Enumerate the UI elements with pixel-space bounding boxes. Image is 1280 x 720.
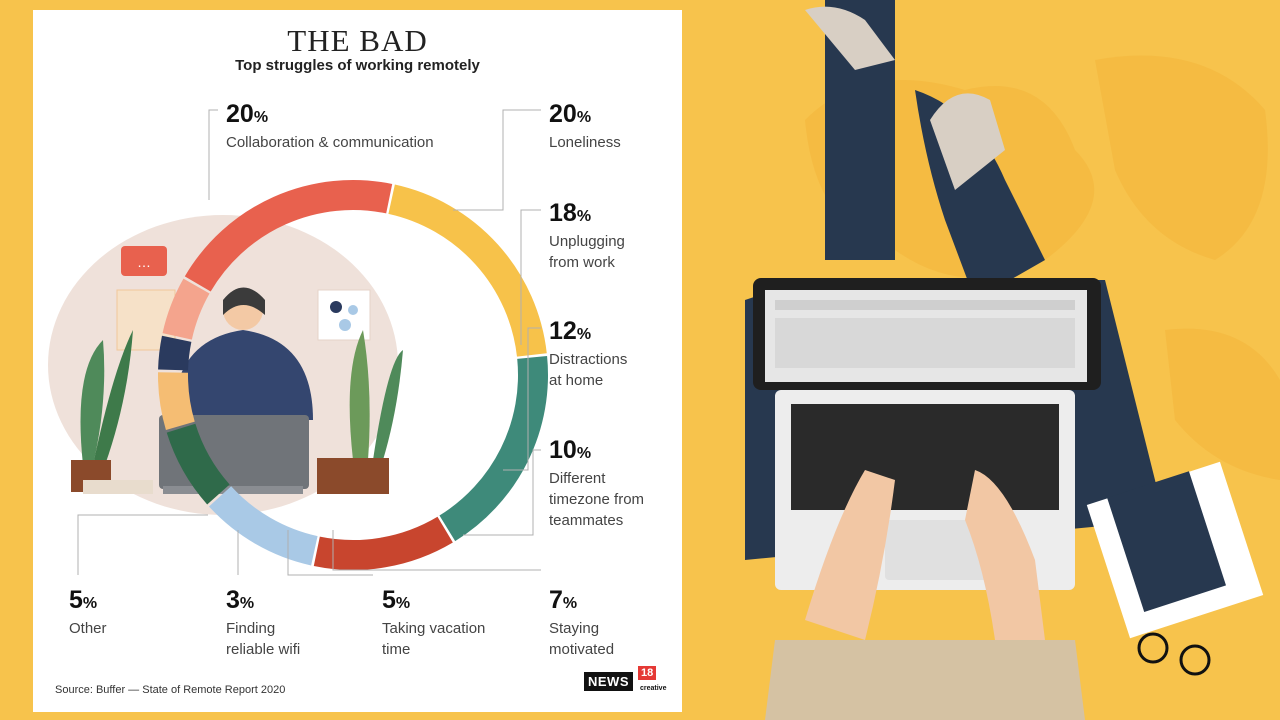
logo-text: NEWS [584, 672, 633, 691]
category-wifi-line1: Finding [226, 620, 276, 637]
value-collaboration: 20 [226, 100, 254, 128]
value-unplugging: 18 [549, 199, 577, 227]
value-motivated: 7 [549, 586, 563, 614]
slice-unplugging [439, 355, 548, 542]
leader-timezone [463, 449, 541, 536]
logo-number: 18 [638, 666, 657, 680]
label-vacation: 5% Taking vacation time [382, 586, 485, 660]
category-timezone-line1: Different [549, 470, 606, 487]
label-unplugging: 18% Unplugging from work [549, 199, 625, 273]
percent-sign: % [395, 595, 411, 612]
logo-subtext: creative [640, 685, 667, 692]
leader-lines [77, 109, 541, 576]
category-collaboration: Collaboration & communication [226, 134, 434, 151]
percent-sign: % [576, 326, 592, 343]
label-timezone: 10% Different timezone from teammates [549, 436, 644, 531]
category-vacation-line1: Taking vacation [382, 620, 486, 637]
leader-collaboration [208, 109, 218, 200]
category-motivated-line2: motivated [549, 641, 615, 658]
label-wifi: 3% Finding reliable wifi [226, 586, 300, 660]
value-vacation: 5 [382, 586, 396, 614]
category-unplugging-line2: from work [549, 254, 615, 271]
percent-sign: % [576, 445, 592, 462]
value-distractions: 12 [549, 317, 577, 345]
leader-motivated [332, 530, 541, 571]
label-collaboration: 20% Collaboration & communication [226, 100, 434, 153]
label-motivated: 7% Staying motivated [549, 586, 614, 660]
slice-loneliness [388, 184, 547, 357]
category-other: Other [69, 620, 107, 637]
donut-slices [158, 180, 548, 570]
leader-vacation [287, 530, 373, 576]
slice-other [162, 278, 210, 340]
news18-logo: NEWS 18 creative [584, 666, 667, 692]
percent-sign: % [576, 109, 592, 126]
label-other: 5% Other [69, 586, 107, 639]
label-distractions: 12% Distractions at home [549, 317, 627, 391]
category-distractions-line1: Distractions [549, 351, 628, 368]
category-distractions-line2: at home [549, 372, 604, 389]
category-timezone-line3: teammates [549, 512, 624, 529]
leader-other [77, 514, 208, 575]
leader-loneliness [453, 109, 541, 211]
slice-timezone [209, 486, 318, 566]
source-note: Source: Buffer — State of Remote Report … [55, 684, 286, 696]
slice-motivated [166, 423, 230, 505]
chart-subtitle: Top struggles of working remotely [235, 57, 480, 74]
category-motivated-line1: Staying [549, 620, 600, 637]
slice-vacation [158, 372, 195, 431]
leader-distractions [503, 327, 541, 471]
infographic-card: THE BAD Top struggles of working remotel… [33, 10, 682, 712]
donut-chart: … [48, 109, 548, 576]
value-timezone: 10 [549, 436, 577, 464]
label-loneliness: 20% Loneliness [549, 100, 621, 153]
slice-collaboration [184, 180, 393, 292]
slice-wifi [158, 335, 192, 371]
percent-sign: % [82, 595, 98, 612]
value-wifi: 3 [226, 586, 240, 614]
category-vacation-line2: time [382, 641, 411, 658]
value-other: 5 [69, 586, 83, 614]
value-loneliness: 20 [549, 100, 577, 128]
percent-sign: % [239, 595, 255, 612]
chart-title: THE BAD [287, 23, 428, 58]
percent-sign: % [562, 595, 578, 612]
category-unplugging-line1: Unplugging [549, 233, 625, 250]
category-timezone-line2: timezone from [549, 491, 645, 508]
category-wifi-line2: reliable wifi [226, 641, 301, 658]
percent-sign: % [576, 208, 592, 225]
leader-unplugging [520, 209, 541, 345]
slice-distractions [313, 516, 453, 570]
percent-sign: % [253, 109, 269, 126]
svg-text:…: … [137, 254, 151, 270]
category-loneliness: Loneliness [549, 134, 621, 151]
photo-laptop-illustration [745, 0, 1280, 720]
